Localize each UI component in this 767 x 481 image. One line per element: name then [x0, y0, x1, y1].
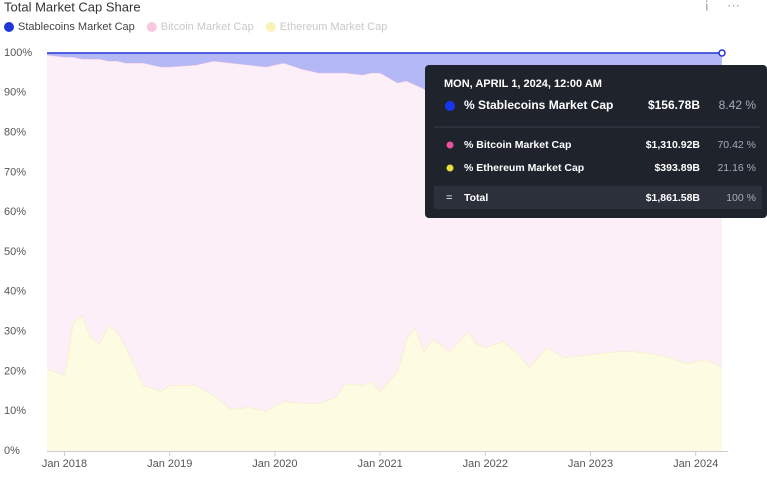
y-tick-label: 30% [4, 326, 26, 338]
x-tick-label: Jan 2020 [252, 458, 297, 470]
tooltip-name: % Ethereum Market Cap [464, 162, 584, 174]
legend-swatch [4, 22, 14, 32]
x-tick-label: Jan 2022 [463, 458, 508, 470]
x-tick-label: Jan 2021 [357, 458, 402, 470]
legend: Stablecoins Market Cap Bitcoin Market Cap… [4, 21, 387, 33]
hover-point [718, 49, 726, 57]
x-tick-label: Jan 2018 [42, 458, 87, 470]
tooltip-swatch [445, 101, 455, 111]
legend-label: Stablecoins Market Cap [18, 21, 135, 33]
tooltip-box [425, 65, 767, 218]
y-tick-label: 10% [4, 405, 26, 417]
axes: 0% 10% 20% 30% 40% 50% 60% 70% 80% 90% 100% Jan 201… [4, 47, 728, 470]
tooltip-date: MON, APRIL 1, 2024, 12:00 AM [444, 78, 602, 90]
tooltip-swatch [446, 141, 454, 149]
x-tick-label: Jan 2019 [147, 458, 192, 470]
tooltip-name: % Bitcoin Market Cap [464, 139, 571, 151]
legend-label: Bitcoin Market Cap [161, 21, 254, 33]
y-tick-label: 50% [4, 246, 26, 258]
tooltip: MON, APRIL 1, 2024, 12:00 AM % Stablecoin… [425, 65, 767, 218]
y-tick-label: 90% [4, 87, 26, 99]
tooltip-value: $1,310.92B [646, 139, 701, 151]
tooltip-total-symbol: = [446, 192, 452, 204]
tooltip-total-name: Total [464, 192, 488, 204]
legend-swatch [146, 22, 157, 32]
y-tick-label: 0% [4, 445, 20, 457]
area [47, 315, 722, 451]
tooltip-share: 21.16 % [717, 162, 756, 174]
tooltip-share: 8.42 % [719, 98, 757, 112]
x-tick-label: Jan 2024 [673, 458, 718, 470]
tooltip-total-value: $1,861.58B [646, 192, 701, 204]
tooltip-share: 70.42 % [717, 139, 756, 151]
y-tick-label: 60% [4, 206, 26, 218]
chart-title: Total Market Cap Share [4, 0, 141, 14]
y-tick-label: 40% [4, 286, 26, 298]
tooltip-total-share: 100 % [726, 192, 756, 204]
legend-swatch [265, 22, 276, 32]
info-icon[interactable]: ⅰ [705, 0, 709, 13]
tooltip-total-bg [434, 186, 762, 209]
y-tick-label: 20% [4, 365, 26, 377]
y-tick-label: 100% [4, 47, 32, 59]
tooltip-swatch [446, 164, 454, 172]
tooltip-value: $393.89B [654, 162, 700, 174]
tooltip-name: % Stablecoins Market Cap [464, 98, 613, 112]
legend-label: Ethereum Market Cap [280, 21, 388, 33]
y-tick-label: 70% [4, 166, 26, 178]
x-tick-label: Jan 2023 [568, 458, 613, 470]
tooltip-value: $156.78B [648, 98, 700, 112]
y-tick-label: 80% [4, 127, 26, 139]
menu-icon[interactable]: ··· [727, 0, 740, 12]
